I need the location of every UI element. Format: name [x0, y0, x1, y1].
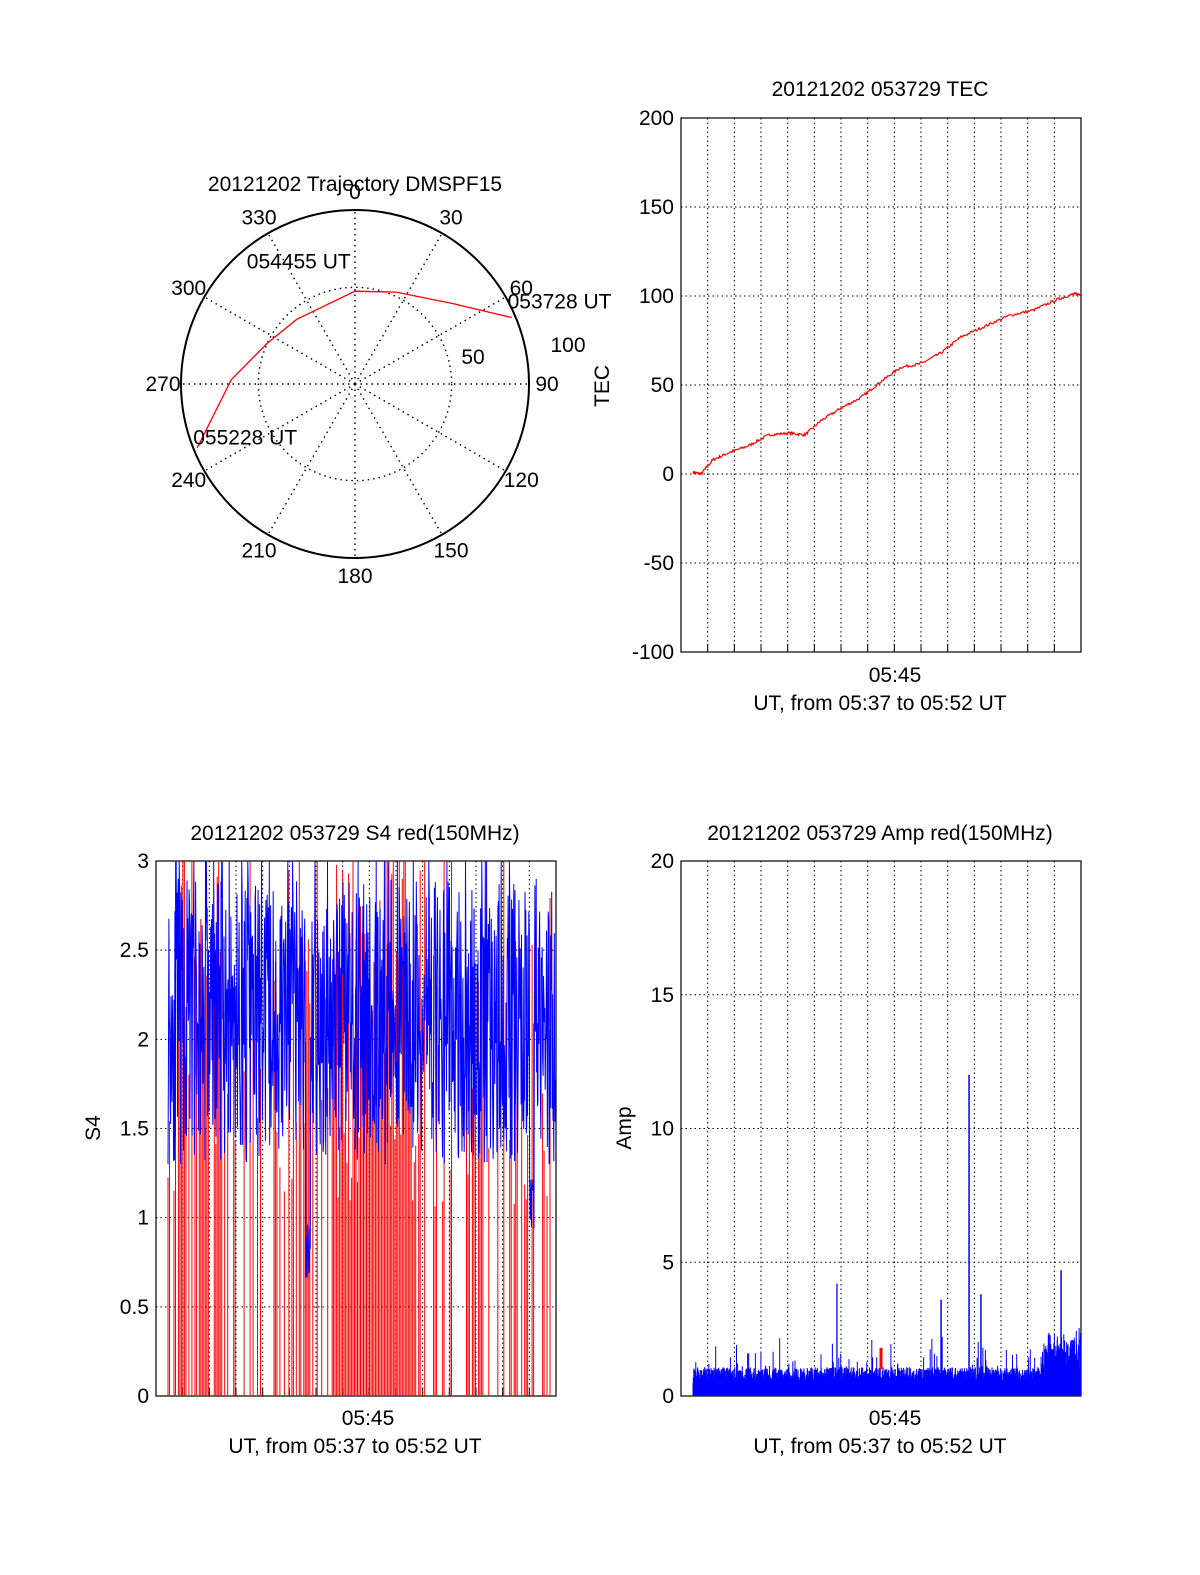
s4-ytick-label: 0 — [137, 1385, 149, 1408]
polar-radial-label: 50 — [461, 346, 484, 369]
polar-azimuth-label: 0 — [349, 181, 361, 204]
s4-ytick-label: 1.5 — [120, 1118, 149, 1141]
amp-ytick-label: 15 — [651, 984, 674, 1007]
tec-title: 20121202 053729 TEC — [772, 78, 989, 101]
polar-azimuth-label: 270 — [145, 373, 180, 396]
polar-azimuth-label: 300 — [171, 277, 206, 300]
polar-azimuth-label: 180 — [337, 565, 372, 588]
s4-ytick-label: 1 — [137, 1207, 149, 1230]
polar-grid: 0 30 60 90 120 150 180 210 240 270 300 330 50 100 — [145, 181, 585, 588]
amp-ytick-label: 20 — [651, 850, 674, 873]
polar-spoke — [267, 383, 356, 536]
amp-plot: 20121202 053729 Amp red(150MHz) Amp 05:4… — [613, 822, 1082, 1458]
s4-title: 20121202 053729 S4 red(150MHz) — [190, 822, 519, 845]
trajectory-polar-plot: 20121202 Trajectory DMSPF15 0 30 60 90 120 15… — [145, 173, 611, 588]
amp-xtick-label: 05:45 — [869, 1407, 922, 1430]
tec-ytick-label: 50 — [651, 374, 674, 397]
amp-ytick-label: 0 — [662, 1385, 674, 1408]
tec-ytick-label: 0 — [662, 463, 674, 486]
tec-series-line — [692, 291, 1081, 476]
s4-ylabel: S4 — [82, 1115, 105, 1141]
polar-azimuth-label: 150 — [433, 539, 468, 562]
trajectory-track — [196, 290, 512, 449]
polar-spoke — [354, 296, 507, 385]
polar-spoke — [267, 232, 356, 385]
s4-data — [167, 861, 556, 1396]
polar-azimuth-label: 240 — [171, 469, 206, 492]
polar-azimuth-label: 210 — [241, 539, 276, 562]
amp-blue-series — [692, 1075, 1082, 1396]
polar-spoke — [354, 383, 507, 472]
tec-xtick-label: 05:45 — [869, 664, 922, 687]
tec-xlabel: UT, from 05:37 to 05:52 UT — [753, 692, 1006, 715]
tec-ytick-label: -50 — [644, 552, 674, 575]
s4-plot: 20121202 053729 S4 red(150MHz) S4 05:45 … — [82, 822, 557, 1458]
s4-xlabel: UT, from 05:37 to 05:52 UT — [228, 1435, 481, 1458]
polar-inner-ring — [257, 286, 453, 482]
polar-azimuth-label: 60 — [510, 277, 533, 300]
polar-spoke — [354, 232, 443, 385]
trajectory-annotations: 053728 UT 054455 UT 055228 UT — [193, 250, 611, 449]
amp-title: 20121202 053729 Amp red(150MHz) — [707, 822, 1053, 845]
s4-blue-series — [167, 861, 556, 1278]
polar-spoke — [203, 296, 356, 385]
amp-ytick-label: 10 — [651, 1118, 674, 1141]
tec-plot: 20121202 053729 TEC TEC 05:45 UT, from 0… — [591, 78, 1082, 715]
tec-frame — [680, 117, 1082, 653]
tec-ytick-label: 100 — [639, 285, 674, 308]
trajectory-line — [196, 290, 512, 449]
amp-xlabel: UT, from 05:37 to 05:52 UT — [753, 1435, 1006, 1458]
s4-ytick-label: 3 — [137, 850, 149, 873]
s4-ytick-label: 2.5 — [120, 939, 149, 962]
trajectory-time-label: 054455 UT — [247, 250, 351, 273]
polar-outer-ring — [180, 209, 530, 559]
tec-ytick-label: 150 — [639, 196, 674, 219]
s4-xtick-label: 05:45 — [342, 1407, 395, 1430]
trajectory-time-label: 055228 UT — [193, 427, 297, 450]
polar-azimuth-label: 90 — [535, 373, 558, 396]
tec-ytick-label: 200 — [639, 107, 674, 130]
polar-spoke — [354, 383, 443, 536]
polar-spoke — [203, 383, 356, 472]
amp-ylabel: Amp — [613, 1106, 636, 1149]
polar-azimuth-label: 30 — [439, 207, 462, 230]
tec-ytick-label: -100 — [632, 641, 674, 664]
s4-red-series — [167, 861, 551, 1396]
s4-ytick-label: 0.5 — [120, 1296, 149, 1319]
trajectory-time-label: 053728 UT — [508, 291, 612, 314]
polar-radial-label: 100 — [550, 334, 585, 357]
trajectory-title: 20121202 Trajectory DMSPF15 — [208, 173, 502, 196]
polar-azimuth-label: 120 — [504, 469, 539, 492]
tec-ylabel: TEC — [591, 365, 614, 407]
amp-ytick-label: 5 — [662, 1251, 674, 1274]
polar-azimuth-label: 330 — [241, 207, 276, 230]
s4-ytick-label: 2 — [137, 1028, 149, 1051]
